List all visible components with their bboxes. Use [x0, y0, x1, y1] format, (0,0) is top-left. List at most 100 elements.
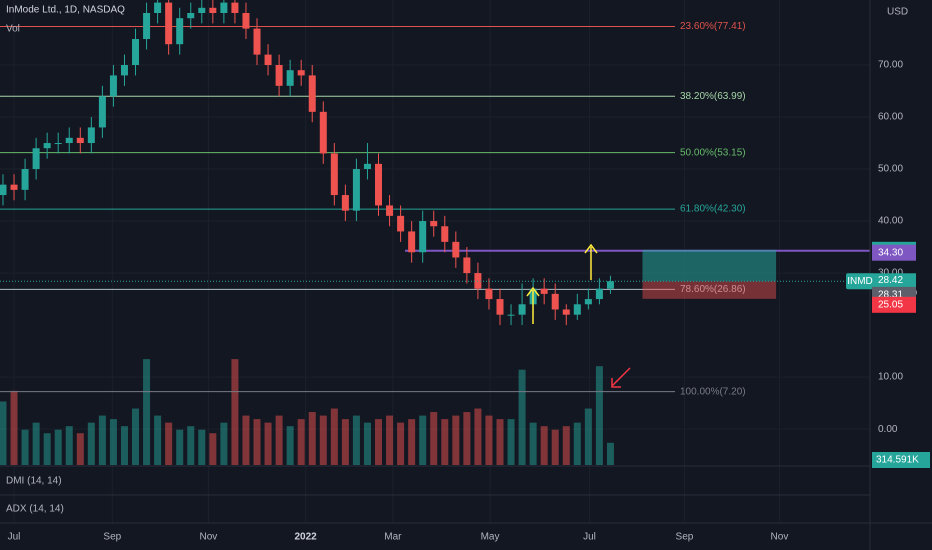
volume-tag: 314.591K	[876, 455, 919, 466]
volume-bar	[132, 408, 140, 465]
candle-body	[595, 288, 603, 300]
last-price: 28.42	[878, 275, 903, 286]
volume-bar	[54, 429, 62, 465]
y-tick-label: 50.00	[878, 164, 903, 175]
candle-body	[496, 299, 504, 315]
volume-bar	[21, 429, 29, 465]
candle-body	[165, 2, 173, 45]
candle-body	[120, 65, 128, 76]
level-tag-box	[872, 244, 916, 261]
candle-body	[231, 2, 239, 14]
fib-layer: 23.60%(77.41) 38.20%(63.99) 50.00%(53.15) 6…	[0, 21, 870, 397]
candle-body	[319, 111, 327, 154]
volume-bar	[386, 415, 394, 465]
profit-zone	[642, 249, 777, 282]
y-tick-label: 10.00	[878, 372, 903, 383]
volume-tag-box	[872, 452, 930, 468]
volume-bar	[341, 419, 349, 465]
volume-bar	[253, 419, 261, 465]
volume-bar	[441, 419, 449, 465]
stop-tag: 25.05	[878, 299, 903, 310]
volume-bar	[474, 408, 482, 465]
arrow-head	[584, 243, 598, 254]
volume-bar	[330, 408, 338, 465]
volume-bar	[43, 433, 51, 465]
volume-bar	[496, 419, 504, 465]
candle-body	[132, 39, 140, 66]
fib-label: 23.60%(77.41)	[680, 21, 746, 32]
volume-bar	[98, 415, 106, 465]
x-tick-label: Sep	[676, 532, 694, 543]
y-tick-label: 70.00	[878, 60, 903, 71]
volume-bar	[551, 429, 559, 465]
candle-body	[408, 231, 416, 253]
candle-body	[198, 7, 206, 14]
arrow-head	[611, 378, 621, 388]
candle-body	[363, 163, 371, 170]
candle-body	[10, 184, 18, 190]
volume-bar	[297, 419, 305, 465]
volume-bar	[275, 415, 283, 465]
volume-bar	[242, 415, 250, 465]
fib-label: 100.00%(7.20)	[680, 386, 746, 397]
arrow-head	[526, 286, 540, 297]
volume-bar	[308, 412, 316, 465]
candle-body	[209, 7, 217, 14]
x-tick-label: 2022	[294, 532, 317, 543]
candle-body	[286, 70, 294, 86]
volume-bar	[32, 422, 40, 465]
volume-bar	[375, 419, 383, 465]
y-tick-label: 40.00	[878, 216, 903, 227]
indicator-label: ADX (14, 14)	[6, 504, 64, 515]
symbol-tag: INMD	[847, 276, 873, 287]
price-axis: 0.0010.0030.0040.0050.0060.0070.0034.473…	[846, 60, 930, 468]
candle-body	[21, 169, 29, 190]
volume-bar	[540, 426, 548, 465]
candle-body	[308, 75, 316, 112]
volume-bar	[595, 366, 603, 465]
candle-body	[518, 304, 526, 315]
candle-body	[330, 153, 338, 196]
volume-layer	[0, 359, 614, 465]
y-tick-label: 30.00	[878, 268, 903, 279]
volume-bar	[507, 419, 515, 465]
candle-body	[297, 70, 305, 76]
fib-label: 38.20%(63.99)	[680, 91, 746, 102]
candle-body	[573, 304, 581, 315]
x-tick-label: Jul	[8, 532, 21, 543]
candle-body	[98, 96, 106, 128]
volume-bar	[76, 433, 84, 465]
candle-body	[187, 13, 195, 19]
candle-body	[65, 137, 73, 144]
volume-bar	[165, 422, 173, 465]
volume-bar	[463, 412, 471, 465]
candle-body	[87, 127, 95, 144]
volume-bar	[485, 415, 493, 465]
candle-body	[430, 221, 438, 227]
volume-bar	[143, 359, 151, 465]
candle-body	[143, 13, 151, 40]
volume-title: Vol	[6, 24, 20, 35]
loss-zone	[642, 281, 777, 299]
fib-label: 50.00%(53.15)	[680, 147, 746, 158]
volume-bar	[231, 359, 239, 465]
volume-bar	[187, 426, 195, 465]
volume-bar	[518, 369, 526, 465]
candle-body	[242, 13, 250, 29]
volume-bar	[286, 426, 294, 465]
volume-bar	[319, 415, 327, 465]
candle-body	[76, 137, 84, 144]
volume-bar	[220, 422, 228, 465]
volume-bar	[562, 426, 570, 465]
stop-tag-box	[872, 296, 916, 313]
volume-bar	[419, 415, 427, 465]
volume-bar	[176, 429, 184, 465]
volume-bar	[606, 442, 614, 465]
candle-body	[264, 54, 272, 66]
x-tick-label: Mar	[384, 532, 402, 543]
level-tag: 34.30	[878, 247, 903, 258]
volume-bar	[264, 422, 272, 465]
volume-bar	[65, 426, 73, 465]
